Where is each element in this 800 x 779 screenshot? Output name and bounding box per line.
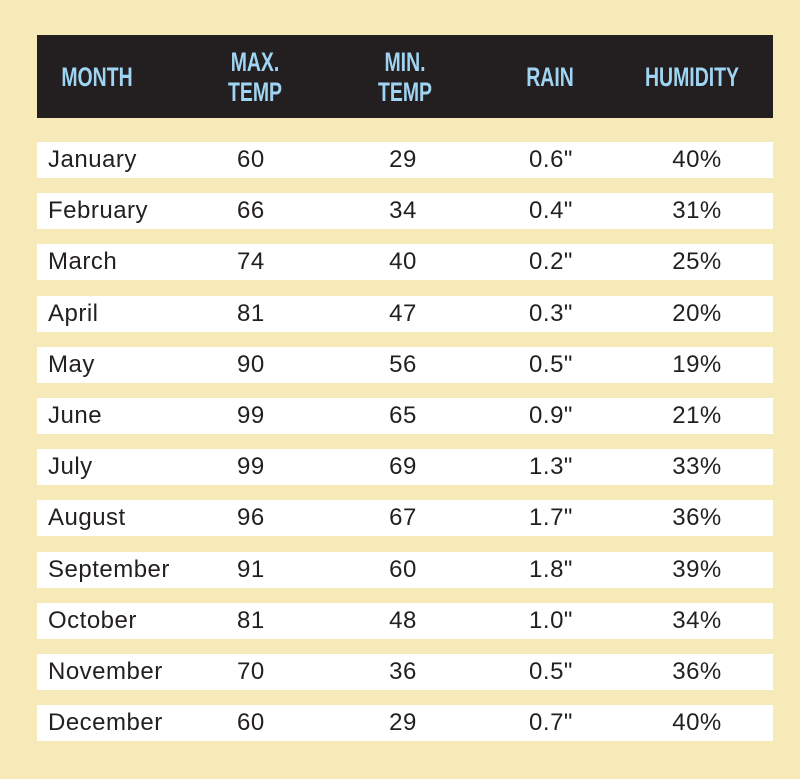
month-cell: September: [48, 555, 170, 583]
max-temp-cell: 99: [237, 402, 265, 429]
humidity-cell: 39%: [672, 555, 722, 583]
table-row: December 60 29 0.7" 40%: [37, 705, 773, 742]
min-temp-cell: 56: [389, 350, 417, 378]
max-temp-cell: 96: [237, 504, 265, 532]
column-header: RAIN: [526, 61, 574, 92]
table-row: September 91 60 1.8" 39%: [37, 551, 773, 588]
table-row: February 66 34 0.4" 31%: [37, 193, 773, 230]
column-header: MAX. TEMP: [227, 46, 282, 107]
table-row: November 70 36 0.5" 36%: [37, 654, 773, 690]
humidity-cell: 36%: [672, 504, 722, 532]
column-header: MIN. TEMP: [377, 46, 432, 107]
table-row: April 81 47 0.3" 20%: [37, 295, 773, 332]
humidity-cell: 40%: [672, 146, 722, 173]
min-temp-cell: 29: [389, 709, 417, 737]
month-cell: October: [48, 606, 137, 634]
month-cell: June: [48, 402, 103, 429]
month-cell: July: [48, 453, 93, 481]
table-row: July 99 69 1.3" 33%: [37, 449, 773, 486]
max-temp-cell: 60: [237, 709, 265, 737]
min-temp-cell: 60: [389, 555, 417, 583]
rain-cell: 0.5": [529, 350, 573, 378]
humidity-cell: 21%: [672, 402, 722, 429]
table-row: June 99 65 0.9" 21%: [37, 398, 773, 434]
rain-cell: 1.0": [529, 606, 573, 634]
month-cell: November: [48, 658, 163, 685]
min-temp-cell: 69: [389, 453, 417, 481]
rain-cell: 0.9": [529, 402, 573, 429]
min-temp-cell: 47: [389, 299, 417, 327]
rain-cell: 0.2": [529, 248, 573, 276]
humidity-cell: 34%: [672, 606, 722, 634]
table-row: March 74 40 0.2" 25%: [37, 244, 773, 281]
rain-cell: 0.7": [529, 709, 573, 737]
max-temp-cell: 99: [237, 453, 265, 481]
max-temp-cell: 91: [237, 555, 265, 583]
humidity-cell: 19%: [672, 350, 722, 378]
max-temp-cell: 74: [237, 248, 265, 276]
humidity-cell: 33%: [672, 453, 722, 481]
rain-cell: 0.4": [529, 197, 573, 225]
max-temp-cell: 81: [237, 299, 265, 327]
humidity-cell: 36%: [672, 658, 722, 685]
max-temp-cell: 81: [237, 606, 265, 634]
table-header: MONTH MAX. TEMP MIN. TEMP RAIN HUMIDITY: [37, 35, 773, 118]
rain-cell: 1.3": [529, 453, 573, 481]
min-temp-cell: 65: [389, 402, 417, 429]
humidity-cell: 31%: [672, 197, 722, 225]
table-row: May 90 56 0.5" 19%: [37, 346, 773, 383]
month-cell: January: [48, 146, 137, 173]
month-cell: March: [48, 248, 118, 276]
month-cell: May: [48, 350, 95, 378]
min-temp-cell: 67: [389, 504, 417, 532]
humidity-cell: 40%: [672, 709, 722, 737]
column-header: HUMIDITY: [645, 61, 739, 92]
max-temp-cell: 70: [237, 658, 265, 685]
rain-cell: 1.8": [529, 555, 573, 583]
max-temp-cell: 90: [237, 350, 265, 378]
min-temp-cell: 34: [389, 197, 417, 225]
month-cell: December: [48, 709, 163, 737]
humidity-cell: 25%: [672, 248, 722, 276]
month-cell: April: [48, 299, 99, 327]
min-temp-cell: 40: [389, 248, 417, 276]
humidity-cell: 20%: [672, 299, 722, 327]
min-temp-cell: 48: [389, 606, 417, 634]
column-header: MONTH: [61, 61, 133, 92]
rain-cell: 1.7": [529, 504, 573, 532]
table-row: August 96 67 1.7" 36%: [37, 500, 773, 537]
min-temp-cell: 29: [389, 146, 417, 173]
rain-cell: 0.6": [529, 146, 573, 173]
month-cell: February: [48, 197, 149, 225]
rain-cell: 0.3": [529, 299, 573, 327]
month-cell: August: [48, 504, 126, 532]
max-temp-cell: 66: [237, 197, 265, 225]
rain-cell: 0.5": [529, 658, 573, 685]
table-row: January 60 29 0.6" 40%: [37, 142, 773, 178]
table-row: October 81 48 1.0" 34%: [37, 602, 773, 639]
max-temp-cell: 60: [237, 146, 265, 173]
min-temp-cell: 36: [389, 658, 417, 685]
